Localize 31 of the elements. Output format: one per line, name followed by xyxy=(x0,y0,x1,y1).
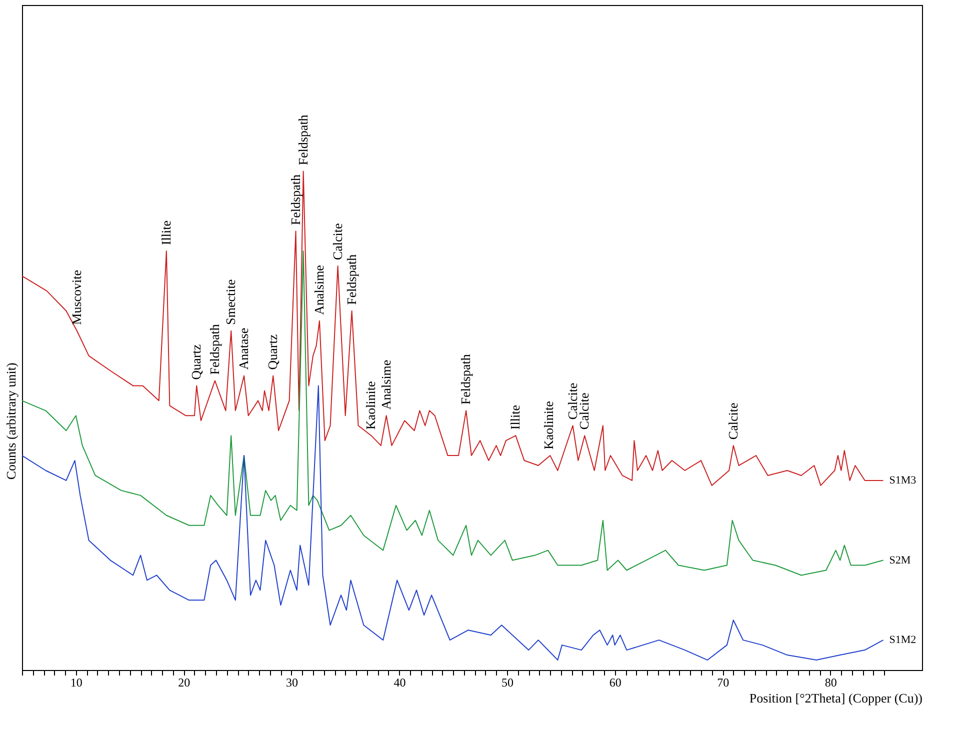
annotation: Quartz xyxy=(188,344,204,380)
annotation: Kaolinite xyxy=(541,400,556,450)
x-tick-label: 80 xyxy=(824,676,837,690)
annotation: Illite xyxy=(158,220,174,246)
annotation: Feldspath xyxy=(288,174,303,226)
x-tick-label: 50 xyxy=(502,676,514,690)
y-axis-title: Counts (arbitrary unit) xyxy=(4,362,18,480)
x-tick-label: 70 xyxy=(717,676,730,690)
annotation: Quartz xyxy=(265,334,280,370)
annotation: Anatase xyxy=(236,328,252,370)
annotation: Analsime xyxy=(378,360,394,410)
annotation: Calcite xyxy=(725,402,740,440)
x-tick-label: 40 xyxy=(394,676,406,690)
x-tick-label: 10 xyxy=(70,676,82,690)
x-axis-title: Position [°2Theta] (Copper (Cu)) xyxy=(749,690,922,706)
annotation: Calcite xyxy=(330,222,345,260)
x-tick-label: 20 xyxy=(178,676,190,690)
annotation: Feldspath xyxy=(206,324,222,375)
annotation: Smectite xyxy=(223,279,238,325)
x-tick-label: 60 xyxy=(609,676,622,690)
x-tick-label: 30 xyxy=(286,676,298,690)
series-label: S2M xyxy=(889,554,911,566)
annotation: Feldspath xyxy=(458,354,474,405)
annotation: Feldspath xyxy=(295,114,310,166)
series-label: S1M3 xyxy=(889,474,917,486)
annotation: Kaolinite xyxy=(363,380,378,430)
annotation: Analsime xyxy=(311,264,326,315)
series-label: S1M2 xyxy=(889,634,916,646)
annotation: Muscovite xyxy=(68,270,84,325)
annotation: Illite xyxy=(508,404,523,430)
annotation: Feldspath xyxy=(344,254,359,305)
